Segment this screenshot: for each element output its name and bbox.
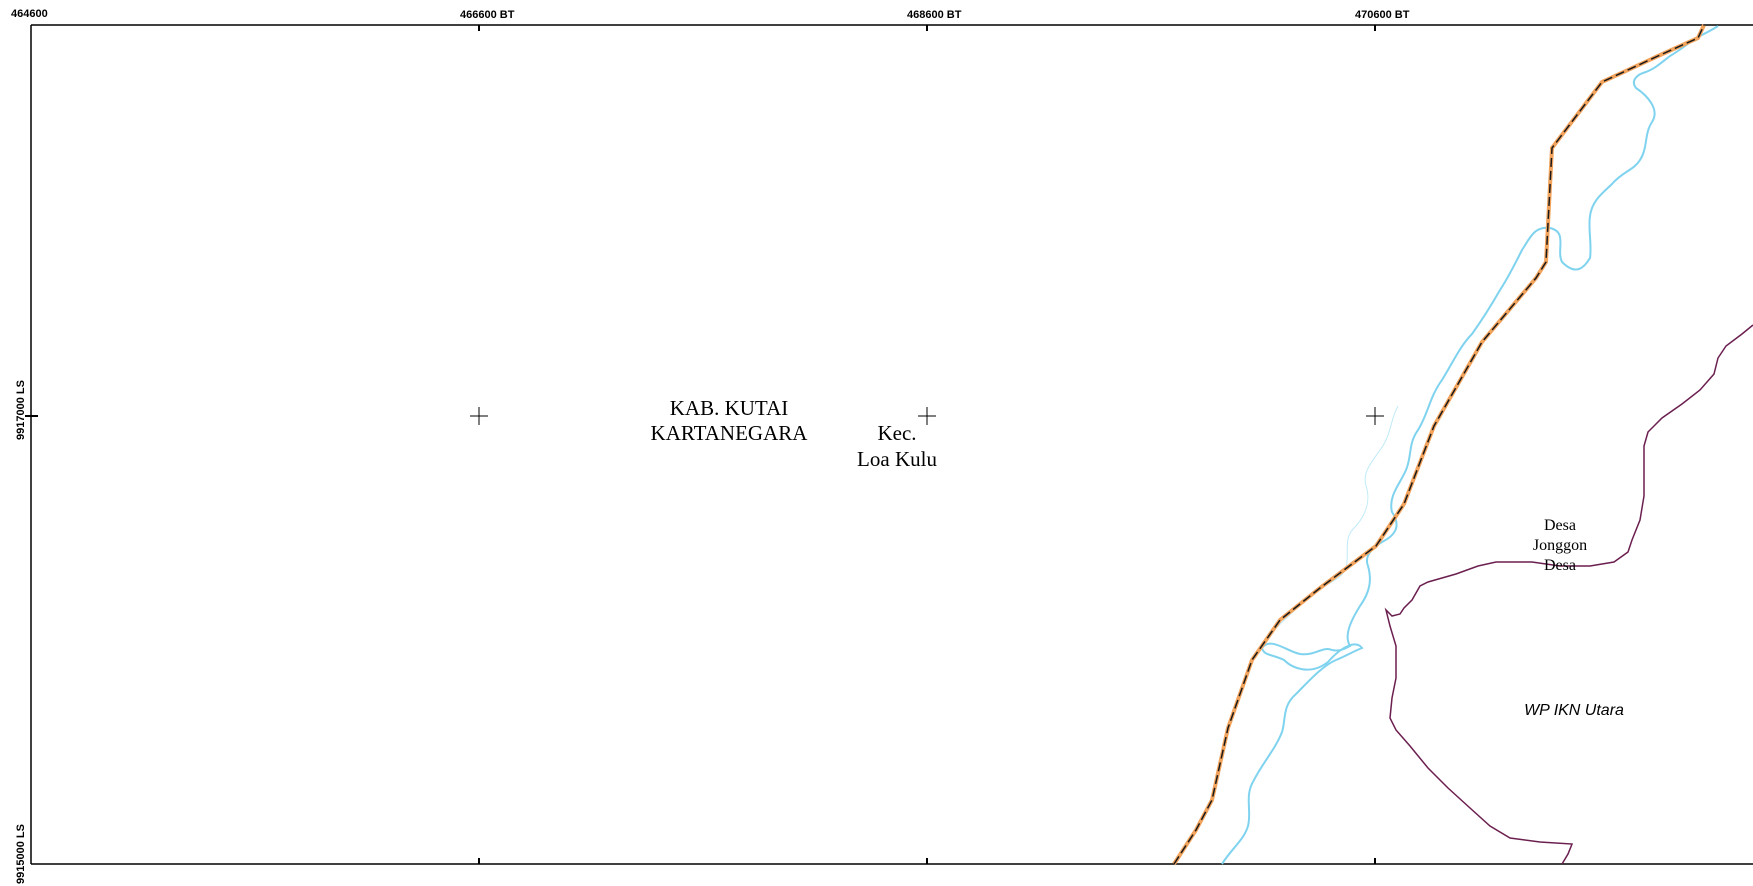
regency-boundary-casing [1172,24,1706,866]
village-label-line-2: Jonggon [1533,537,1587,554]
regency-label-line-2: KARTANEGARA [651,421,809,445]
zone-label: WP IKN Utara [1524,702,1624,719]
easting-label-1: 464600 [11,8,48,20]
regency-label-line-1: KAB. KUTAI [670,396,788,420]
village-boundary [1384,324,1753,865]
district-label-line-2: Loa Kulu [857,447,937,471]
easting-label-4: 470600 BT [1355,9,1410,21]
village-label-line-1: Desa [1544,517,1576,534]
river-branch [1261,405,1399,649]
graticule-crosses [470,407,1384,425]
village-label-line-3: Desa [1544,557,1576,574]
grid-ticks [25,25,1376,864]
northing-label-2: 9915000 LS [15,824,27,884]
district-label-line-1: Kec. [877,421,916,445]
northing-label-1: 9917000 LS [15,380,27,440]
river [1221,25,1719,865]
regency-boundary-dash [1173,24,1705,865]
map-frame [30,24,1753,865]
easting-label-2: 466600 BT [460,9,515,21]
easting-label-3: 468600 BT [907,9,962,21]
